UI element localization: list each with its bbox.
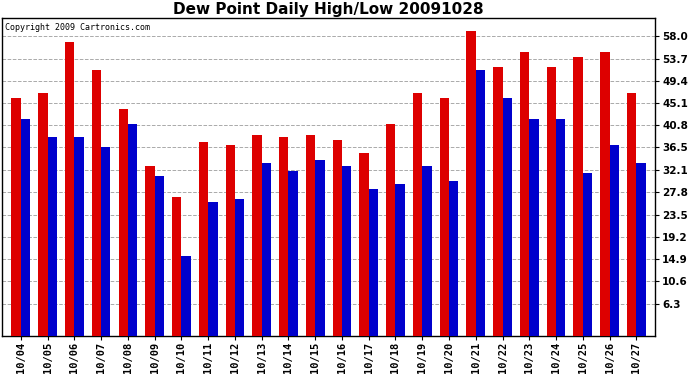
Bar [146,165,155,336]
Bar [38,93,48,336]
Text: Copyright 2009 Cartronics.com: Copyright 2009 Cartronics.com [6,23,150,32]
Bar [546,68,556,336]
Bar [333,140,342,336]
Bar [306,135,315,336]
Bar [181,256,190,336]
Bar [155,176,164,336]
Bar [119,109,128,336]
Bar [75,137,83,336]
Bar [262,163,271,336]
Bar [609,145,619,336]
Bar [92,70,101,336]
Bar [386,124,395,336]
Bar [493,68,502,336]
Bar [636,163,646,336]
Bar [520,52,529,336]
Bar [600,52,609,336]
Bar [199,142,208,336]
Bar [502,98,512,336]
Bar [12,98,21,336]
Bar [449,181,458,336]
Bar [359,153,368,336]
Bar [208,202,217,336]
Bar [413,93,422,336]
Bar [422,165,432,336]
Bar [253,135,262,336]
Bar [440,98,449,336]
Bar [368,189,378,336]
Bar [556,119,565,336]
Bar [529,119,539,336]
Bar [395,184,405,336]
Bar [48,137,57,336]
Bar [101,147,110,336]
Bar [65,42,75,336]
Bar [342,165,351,336]
Bar [128,124,137,336]
Bar [21,119,30,336]
Bar [476,70,485,336]
Bar [583,173,592,336]
Bar [573,57,583,336]
Bar [226,145,235,336]
Title: Dew Point Daily High/Low 20091028: Dew Point Daily High/Low 20091028 [173,2,484,17]
Bar [627,93,636,336]
Bar [235,199,244,336]
Bar [279,137,288,336]
Bar [466,31,476,336]
Bar [172,196,181,336]
Bar [288,171,298,336]
Bar [315,160,324,336]
